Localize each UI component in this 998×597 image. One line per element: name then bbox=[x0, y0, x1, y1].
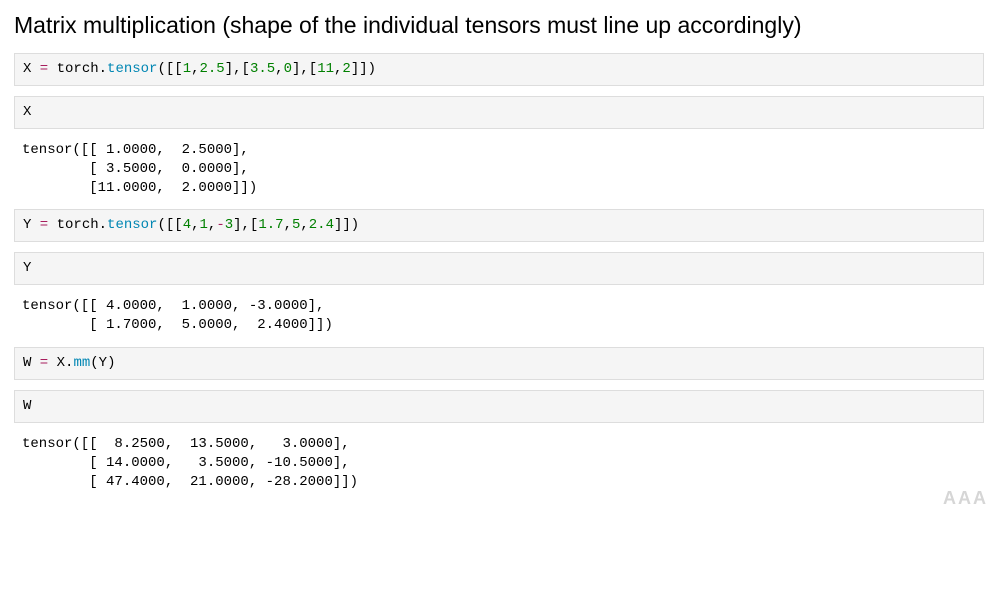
code-token: ]]) bbox=[334, 217, 359, 233]
code-token: , bbox=[191, 61, 199, 77]
output-cell-2: tensor([[ 1.0000, 2.5000], [ 3.5000, 0.0… bbox=[14, 139, 984, 210]
code-token: Y bbox=[23, 260, 31, 276]
code-token: - bbox=[216, 217, 224, 233]
code-token: 3 bbox=[225, 217, 233, 233]
code-token: , bbox=[300, 217, 308, 233]
code-cell-4: Y bbox=[14, 252, 984, 285]
code-token: 4 bbox=[183, 217, 191, 233]
code-cell-3: Y = torch.tensor([[4,1,-3],[1.7,5,2.4]]) bbox=[14, 209, 984, 242]
code-token: ],[ bbox=[292, 61, 317, 77]
code-token: ]]) bbox=[351, 61, 376, 77]
code-token: mm bbox=[73, 355, 90, 371]
code-token: ([[ bbox=[157, 61, 182, 77]
code-token: W bbox=[23, 398, 31, 414]
code-token: 2 bbox=[342, 61, 350, 77]
code-cell-2: X bbox=[14, 96, 984, 129]
code-token: torch. bbox=[57, 61, 107, 77]
code-token: 1 bbox=[200, 217, 208, 233]
code-token: tensor bbox=[107, 61, 157, 77]
code-cell-5: W = X.mm(Y) bbox=[14, 347, 984, 380]
code-token: torch. bbox=[57, 217, 107, 233]
code-token: ],[ bbox=[225, 61, 250, 77]
code-token: 2.5 bbox=[200, 61, 225, 77]
section-heading: Matrix multiplication (shape of the indi… bbox=[14, 12, 984, 39]
code-token: X. bbox=[57, 355, 74, 371]
output-cell-4: tensor([[ 4.0000, 1.0000, -3.0000], [ 1.… bbox=[14, 295, 984, 347]
code-token: 0 bbox=[284, 61, 292, 77]
code-token: , bbox=[191, 217, 199, 233]
code-token: ],[ bbox=[233, 217, 258, 233]
code-token: = bbox=[31, 61, 56, 77]
code-token: = bbox=[31, 355, 56, 371]
code-token: = bbox=[31, 217, 56, 233]
code-token: , bbox=[275, 61, 283, 77]
code-token: 1 bbox=[183, 61, 191, 77]
code-token: Y bbox=[99, 355, 107, 371]
code-token: tensor bbox=[107, 217, 157, 233]
code-token: 3.5 bbox=[250, 61, 275, 77]
code-token: ([[ bbox=[157, 217, 182, 233]
code-token: 1.7 bbox=[258, 217, 283, 233]
code-cell-6: W bbox=[14, 390, 984, 423]
code-token: X bbox=[23, 104, 31, 120]
output-cell-6: tensor([[ 8.2500, 13.5000, 3.0000], [ 14… bbox=[14, 433, 984, 504]
code-token: ( bbox=[90, 355, 98, 371]
code-cell-1: X = torch.tensor([[1,2.5],[3.5,0],[11,2]… bbox=[14, 53, 984, 86]
code-token: 2.4 bbox=[309, 217, 334, 233]
code-token: ) bbox=[107, 355, 115, 371]
code-token: 11 bbox=[317, 61, 334, 77]
code-token: , bbox=[284, 217, 292, 233]
